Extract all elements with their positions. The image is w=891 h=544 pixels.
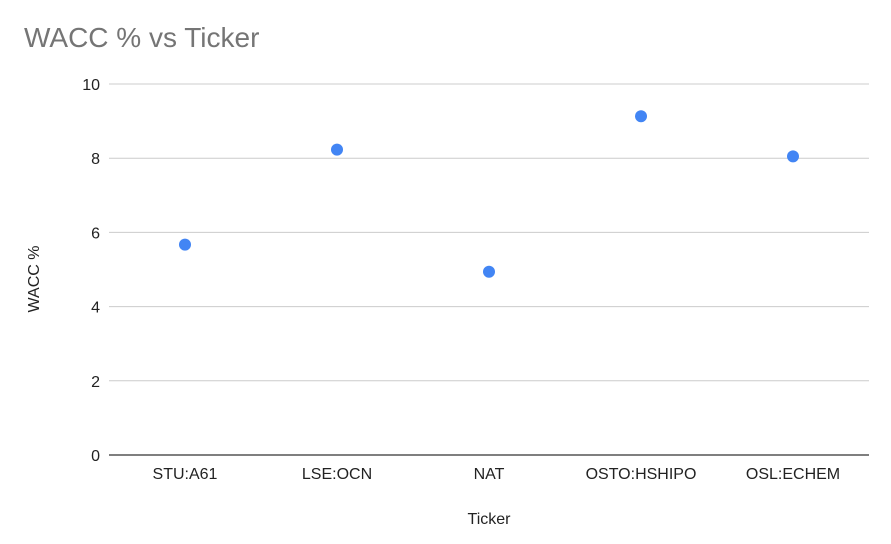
data-point[interactable] bbox=[787, 150, 799, 163]
y-tick-labels: 0 2 4 6 8 10 bbox=[82, 77, 100, 465]
y-tick-label: 0 bbox=[91, 448, 100, 465]
data-point[interactable] bbox=[179, 238, 191, 251]
chart-title: WACC % vs Ticker bbox=[24, 22, 260, 53]
y-tick-label: 8 bbox=[91, 151, 100, 168]
y-tick-label: 2 bbox=[91, 374, 100, 391]
gridlines bbox=[109, 83, 869, 456]
y-tick-label: 10 bbox=[82, 77, 100, 94]
x-tick-label: LSE:OCN bbox=[302, 466, 372, 483]
y-tick-label: 4 bbox=[91, 300, 100, 317]
data-point[interactable] bbox=[483, 265, 495, 278]
x-tick-label: OSTO:HSHIPO bbox=[586, 466, 697, 483]
x-tick-label: OSL:ECHEM bbox=[746, 466, 840, 483]
x-tick-label: STU:A61 bbox=[153, 466, 218, 483]
data-point[interactable] bbox=[635, 110, 647, 123]
x-axis-label: Ticker bbox=[468, 511, 512, 528]
x-tick-labels: STU:A61 LSE:OCN NAT OSTO:HSHIPO OSL:ECHEM bbox=[153, 466, 841, 483]
y-tick-label: 6 bbox=[91, 225, 100, 242]
data-points bbox=[179, 110, 799, 278]
data-point[interactable] bbox=[331, 143, 343, 156]
y-axis-label: WACC % bbox=[26, 246, 43, 313]
x-tick-label: NAT bbox=[474, 466, 505, 483]
